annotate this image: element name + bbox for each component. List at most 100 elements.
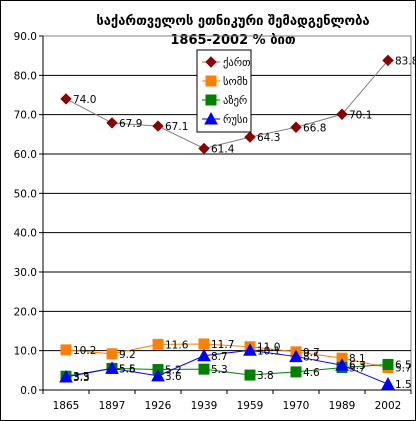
data-point xyxy=(382,358,394,370)
data-label: 70.1 xyxy=(349,109,372,121)
data-point xyxy=(244,369,256,381)
legend: ქართ სომხ აზერ რუსი xyxy=(196,49,252,133)
data-point xyxy=(59,369,73,383)
data-label: 64.3 xyxy=(257,132,280,144)
data-point xyxy=(382,54,394,67)
legend-item: რუსი xyxy=(202,111,248,126)
data-point xyxy=(198,338,210,350)
legend-label: რუსი xyxy=(223,114,248,126)
data-label: 3.3 xyxy=(73,372,90,384)
data-point xyxy=(198,142,210,155)
data-point xyxy=(244,131,256,143)
x-tick-label: 1865 xyxy=(53,400,80,412)
data-label: 9.7 xyxy=(303,347,320,359)
data-label: 10.2 xyxy=(73,345,96,357)
data-label: 5.7 xyxy=(395,363,412,375)
data-point xyxy=(60,93,72,105)
legend-item: სომხ xyxy=(202,75,248,88)
y-tick-label: 20.0 xyxy=(14,306,37,318)
data-label: 83.8 xyxy=(395,55,415,67)
data-point xyxy=(152,338,164,350)
data-label: 11.0 xyxy=(257,342,280,354)
data-label: 5.3 xyxy=(211,364,228,376)
legend-item: აზერ xyxy=(202,94,247,107)
data-label: 67.1 xyxy=(165,121,188,133)
data-point xyxy=(290,121,302,133)
legend-marker xyxy=(205,94,217,106)
y-tick-label: 60.0 xyxy=(14,149,37,161)
legend-marker xyxy=(204,111,218,125)
data-label: 5.7 xyxy=(349,363,366,375)
y-tick-label: 50.0 xyxy=(14,188,37,200)
legend-item: ქართ xyxy=(202,56,250,69)
data-point xyxy=(336,108,348,120)
series-line xyxy=(65,349,389,385)
y-tick-label: 40.0 xyxy=(14,228,37,240)
legend-label: ქართ xyxy=(223,57,250,69)
y-tick-label: 0.0 xyxy=(20,385,37,397)
legend-marker xyxy=(205,56,217,68)
data-label: 8.1 xyxy=(349,353,366,365)
legend-label: აზერ xyxy=(223,95,247,107)
x-tick-label: 1926 xyxy=(145,400,172,412)
y-tick-label: 90.0 xyxy=(14,31,37,43)
data-label: 74.0 xyxy=(73,94,96,106)
data-point xyxy=(151,368,165,382)
legend-box xyxy=(196,49,252,133)
data-label: 3.6 xyxy=(165,371,182,383)
data-label: 11.7 xyxy=(211,339,234,351)
data-point xyxy=(335,358,349,371)
data-point xyxy=(289,349,303,363)
x-tick-label: 1897 xyxy=(99,400,126,412)
data-label: 6.3 xyxy=(349,360,366,372)
data-label: 11.6 xyxy=(165,339,189,351)
x-tick-label: 1959 xyxy=(237,400,264,412)
y-tick-label: 10.0 xyxy=(14,346,37,358)
x-tick-label: 2002 xyxy=(375,400,402,412)
x-tick-label: 1939 xyxy=(191,400,218,412)
series-4 xyxy=(59,343,395,390)
data-label: 1.5 xyxy=(395,379,412,391)
data-label: 5.2 xyxy=(165,365,182,377)
data-label: 5.5 xyxy=(119,363,136,375)
chart-title: საქართველოს ეთნიკური შემადგენლობა xyxy=(96,14,369,29)
y-tick-label: 30.0 xyxy=(14,267,37,279)
data-point xyxy=(60,344,72,356)
series-line xyxy=(65,343,389,369)
x-tick-label: 1970 xyxy=(283,400,310,412)
data-point xyxy=(198,363,210,375)
series-1 xyxy=(60,54,394,155)
data-label: 8.7 xyxy=(211,351,228,363)
series-line xyxy=(65,363,389,377)
data-label: 3.5 xyxy=(73,371,90,383)
y-tick-label: 80.0 xyxy=(14,70,37,82)
data-point xyxy=(290,366,302,378)
data-label: 9.2 xyxy=(119,349,136,361)
data-label: 61.4 xyxy=(211,143,235,155)
data-point xyxy=(243,343,257,356)
data-point xyxy=(197,348,211,362)
data-point xyxy=(105,361,119,374)
data-label: 6.5 xyxy=(395,359,412,371)
data-label: 67.9 xyxy=(119,118,142,130)
y-tick-label: 70.0 xyxy=(14,110,37,122)
data-label: 5.6 xyxy=(119,363,136,375)
data-point xyxy=(381,377,395,390)
axes: 0.0 10.0 20.0 30.0 40.0 50.0 60.0 70.0 80.0 90.0 1… xyxy=(14,31,412,412)
data-point xyxy=(106,117,118,129)
data-label: 66.8 xyxy=(303,122,326,134)
series-layer xyxy=(59,54,395,390)
legend-label: სომხ xyxy=(223,76,248,88)
x-tick-label: 1989 xyxy=(329,400,356,412)
series-line xyxy=(65,60,389,150)
data-label: 8.5 xyxy=(303,352,320,364)
chart-subtitle: 1865-2002 % ბით xyxy=(170,33,295,48)
data-point xyxy=(106,348,118,360)
data-label: 4.6 xyxy=(303,367,320,379)
legend-marker xyxy=(205,75,217,87)
data-label: 3.8 xyxy=(257,370,274,382)
data-labels: 74.0 67.9 67.1 61.4 64.3 66.8 70.1 83.8 10.2 9.2 1… xyxy=(73,55,415,391)
data-label: 10.1 xyxy=(257,345,280,357)
